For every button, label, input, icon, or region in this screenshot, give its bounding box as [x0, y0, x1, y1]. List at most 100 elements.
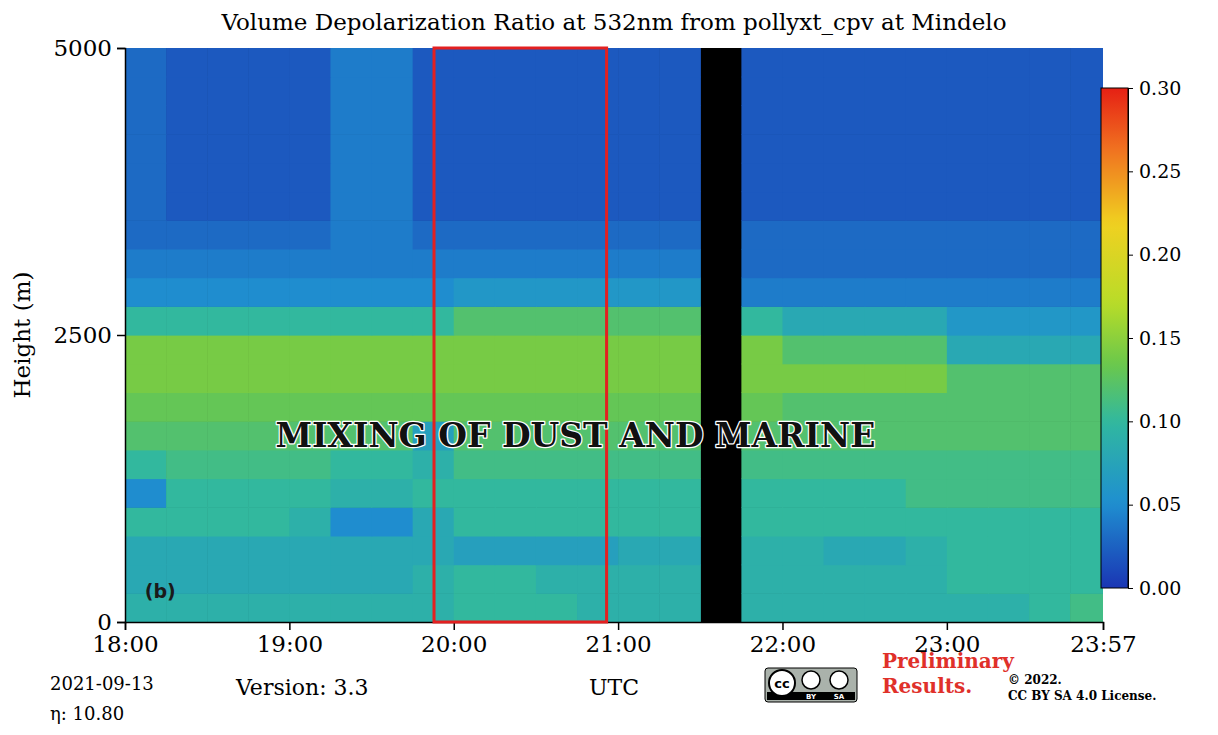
cell: [618, 364, 660, 393]
colorbar-tick: 0.30: [1128, 77, 1181, 99]
cell: [495, 536, 537, 565]
license-badge: ccBYSA: [765, 668, 857, 702]
cell: [906, 479, 948, 508]
x-tick: 21:00: [585, 622, 651, 657]
cell: [536, 134, 578, 163]
cell: [536, 220, 578, 249]
cell: [824, 536, 866, 565]
cell: [824, 105, 866, 134]
cell: [454, 479, 496, 508]
cell: [495, 220, 537, 249]
status-line: Preliminary: [882, 649, 1015, 673]
badge-text: SA: [834, 693, 845, 701]
cell: [618, 593, 660, 622]
cell: [577, 48, 619, 77]
colorbar-tick-mark: [1128, 171, 1133, 172]
cell: [1029, 593, 1071, 622]
cell: [248, 192, 290, 221]
cell: [865, 364, 907, 393]
cell: [824, 249, 866, 278]
colorbar-tick-label: 0.20: [1139, 243, 1181, 265]
x-tick: 20:00: [421, 622, 487, 657]
cell: [125, 249, 167, 278]
cell: [988, 392, 1030, 421]
cell: [125, 163, 167, 192]
cell: [618, 536, 660, 565]
cell: [741, 163, 783, 192]
cell: [454, 134, 496, 163]
cell: [618, 105, 660, 134]
cell: [782, 192, 824, 221]
cell: [454, 77, 496, 106]
cell: [618, 134, 660, 163]
cell: [906, 593, 948, 622]
x-tick-label: 23:57: [1070, 631, 1136, 657]
x-tick-label: 21:00: [585, 631, 651, 657]
cell: [330, 507, 372, 536]
cell: [1029, 249, 1071, 278]
cell: [577, 220, 619, 249]
cell: [988, 479, 1030, 508]
cell: [207, 450, 249, 479]
cell: [454, 593, 496, 622]
cell: [166, 335, 208, 364]
cell: [536, 335, 578, 364]
cell: [577, 77, 619, 106]
cell: [495, 306, 537, 335]
y-tick-mark: [117, 335, 125, 337]
colorbar-tick: 0.25: [1128, 160, 1181, 182]
y-axis-title: Height (m): [9, 272, 35, 399]
cell: [166, 77, 208, 106]
cell: [330, 306, 372, 335]
cell: [1029, 421, 1071, 450]
cell: [372, 479, 414, 508]
cell: [618, 77, 660, 106]
cell: [906, 278, 948, 307]
cell: [495, 77, 537, 106]
cell: [865, 593, 907, 622]
cell: [741, 105, 783, 134]
cell: [659, 278, 701, 307]
cell: [536, 507, 578, 536]
cell: [865, 220, 907, 249]
x-axis-line: [126, 623, 1104, 631]
cell: [741, 306, 783, 335]
cell: [1070, 220, 1103, 249]
date: 2021-09-13: [50, 673, 154, 694]
version: Version: 3.3: [235, 675, 369, 700]
cell: [577, 105, 619, 134]
cell: [577, 479, 619, 508]
cell: [207, 249, 249, 278]
x-tick-label: 20:00: [421, 631, 487, 657]
cell: [906, 565, 948, 594]
cell: [125, 134, 167, 163]
cell: [865, 163, 907, 192]
cell: [577, 507, 619, 536]
cell: [659, 163, 701, 192]
cell: [824, 77, 866, 106]
cell: [1070, 565, 1103, 594]
cell: [659, 364, 701, 393]
badge-circle: [769, 670, 795, 696]
cell: [947, 77, 989, 106]
x-tick-mark: [618, 622, 620, 630]
cell: [577, 364, 619, 393]
cell: [454, 364, 496, 393]
cell: [782, 565, 824, 594]
cell: [865, 278, 907, 307]
cell: [1029, 392, 1071, 421]
cell: [207, 163, 249, 192]
cell: [1070, 163, 1103, 192]
colorbar-tick: 0.10: [1128, 410, 1181, 432]
cell: [330, 48, 372, 77]
cell: [454, 249, 496, 278]
cell: [988, 48, 1030, 77]
cell: [166, 192, 208, 221]
cell: [248, 507, 290, 536]
cell: [1029, 450, 1071, 479]
cell: [906, 48, 948, 77]
cell: [166, 249, 208, 278]
cell: [495, 507, 537, 536]
cell: [824, 220, 866, 249]
x-tick-label: 22:00: [750, 631, 816, 657]
